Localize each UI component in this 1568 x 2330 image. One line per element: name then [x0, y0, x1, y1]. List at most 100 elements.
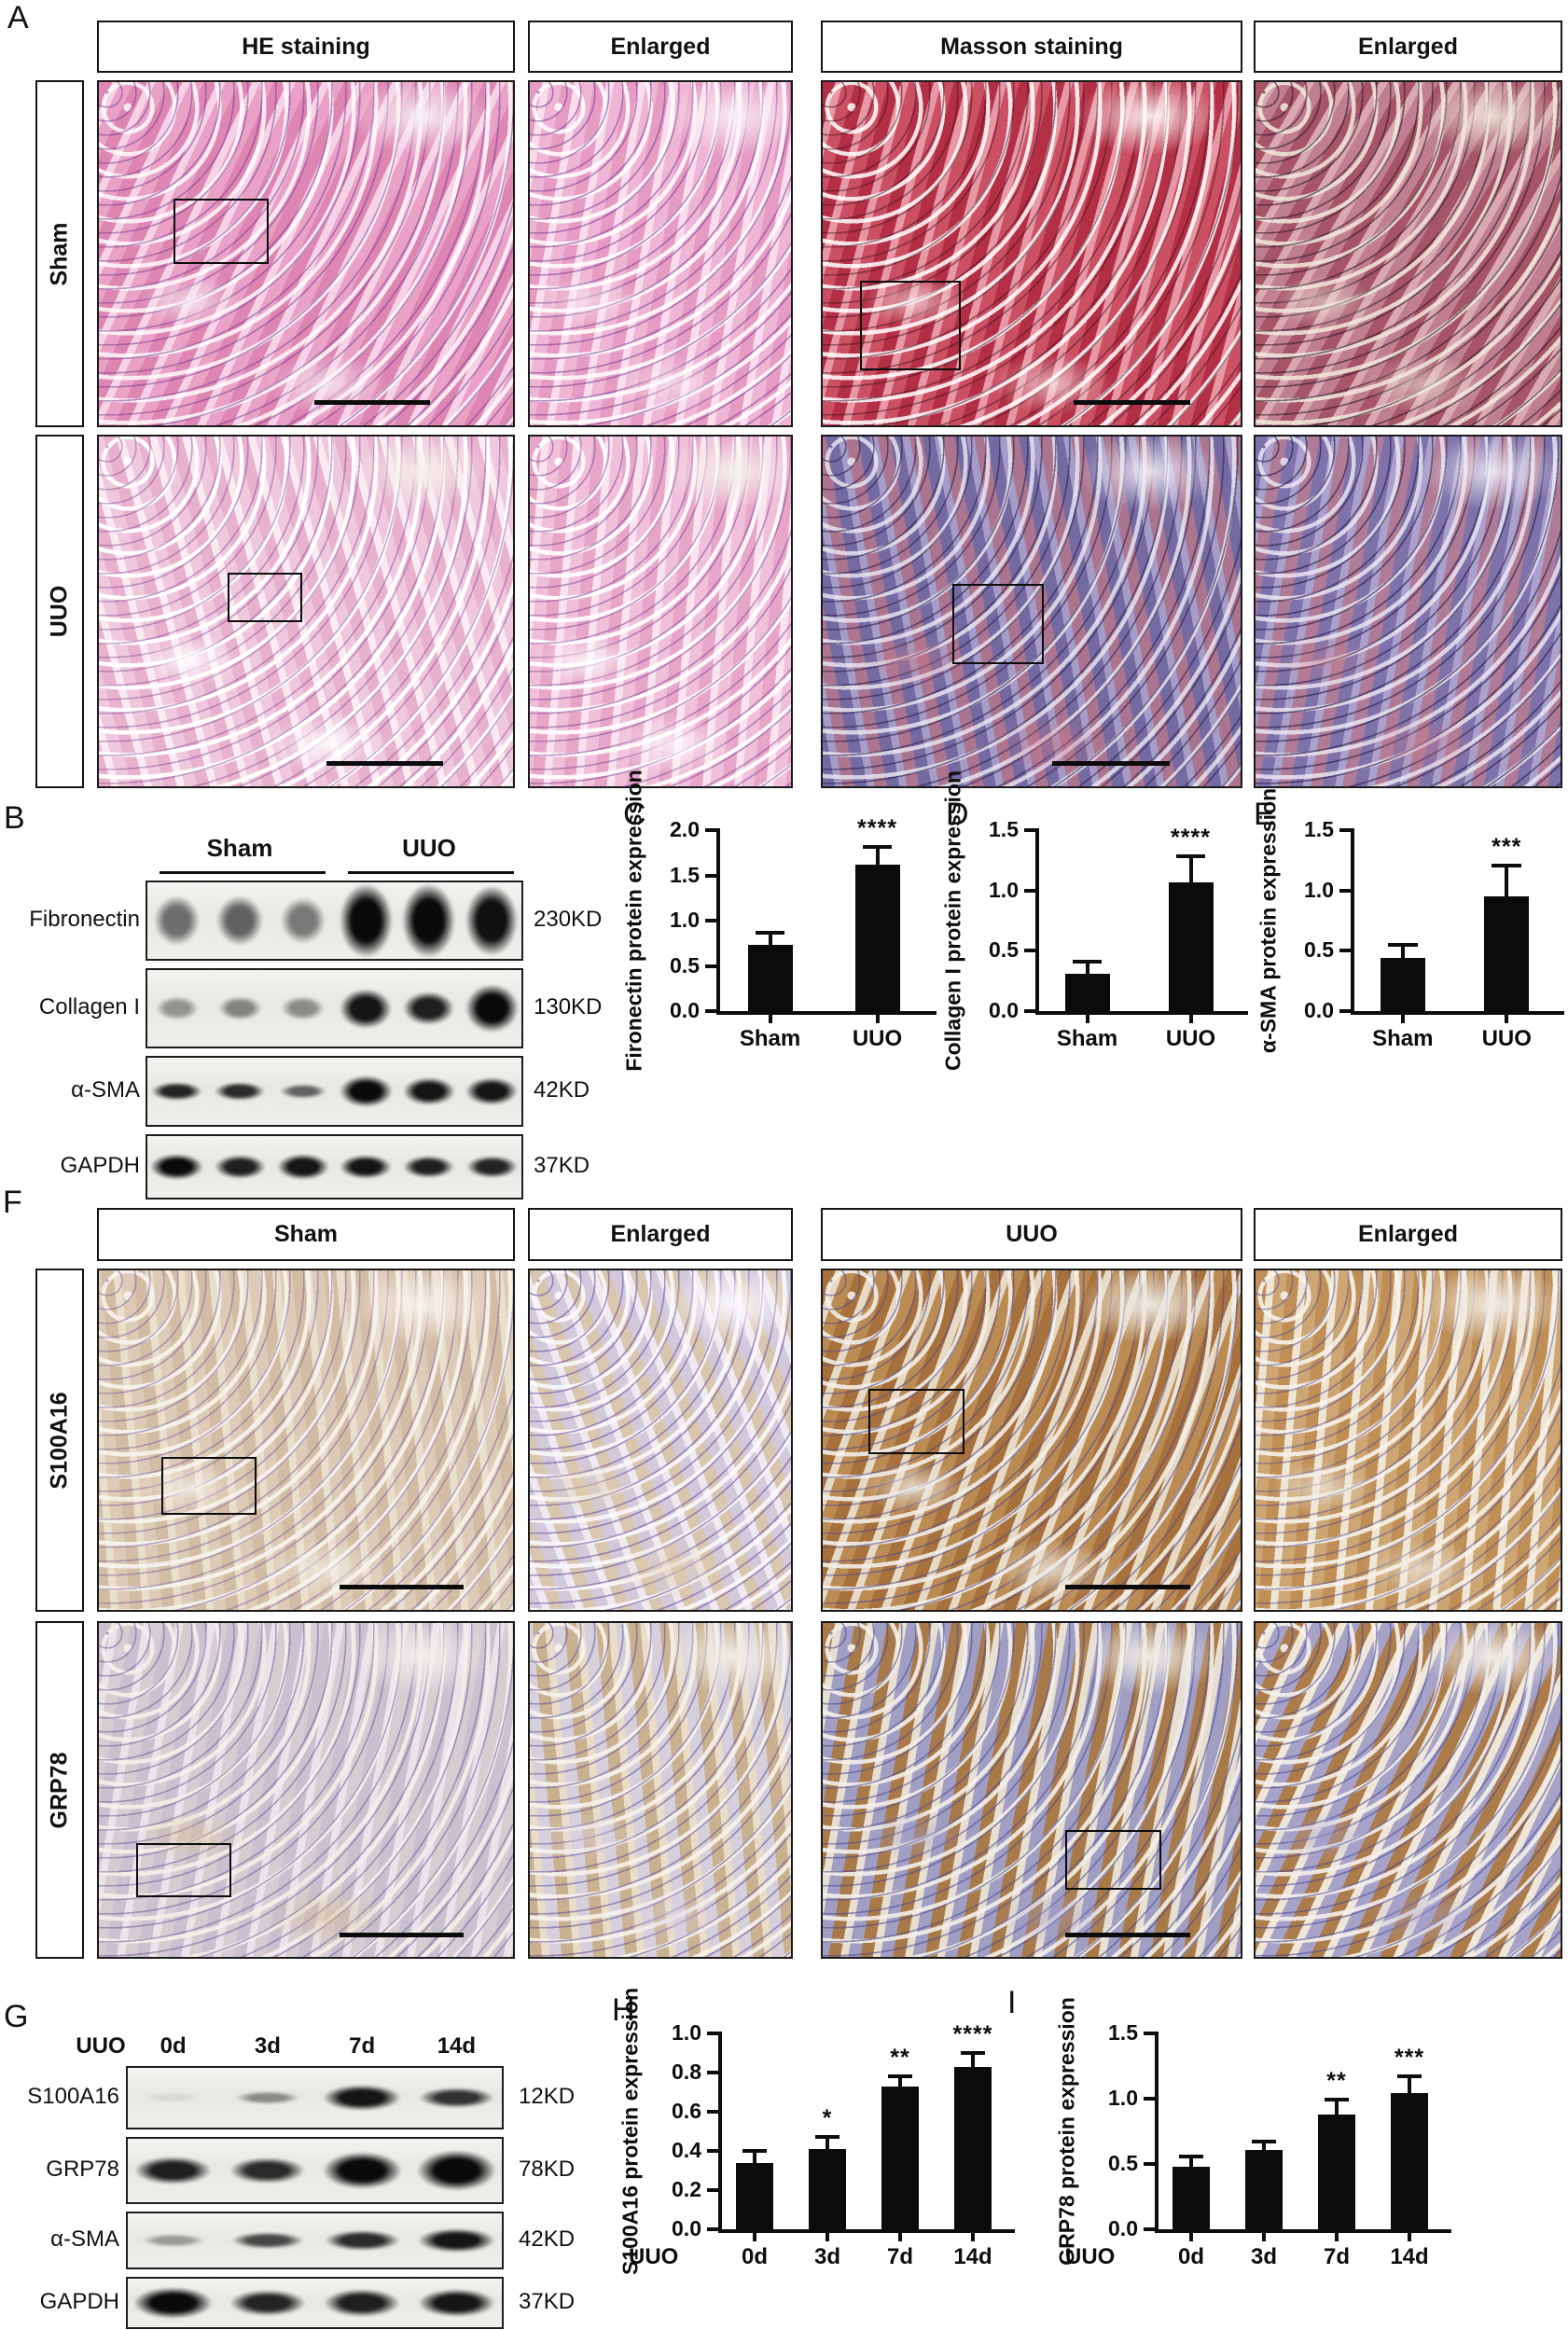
panel-b-mw-label: 230KD — [534, 907, 603, 932]
panel-label-i: I — [1007, 1985, 1017, 2020]
x-category-label: Sham — [739, 1026, 801, 1051]
x-axis — [718, 2229, 1015, 2233]
panel-g-mw-label: 42KD — [519, 2226, 576, 2252]
panel-label-d: D — [946, 797, 969, 832]
bar-7d — [881, 2086, 919, 2229]
y-tick — [1339, 1009, 1351, 1013]
y-tick — [707, 2227, 718, 2231]
scale-bar — [339, 1585, 464, 1590]
panel-a-row-label: Sham — [35, 80, 84, 427]
y-tick-label: 0.2 — [672, 2177, 701, 2201]
panel-b-wb-band — [403, 991, 455, 1026]
x-category-label: 7d — [886, 2244, 913, 2269]
panel-g-wb-band — [416, 2150, 496, 2191]
panel-b-wb-band — [339, 883, 393, 958]
x-category-label: UUO — [1481, 1026, 1532, 1051]
y-tick — [707, 2032, 718, 2035]
scale-bar — [313, 399, 431, 405]
scale-bar — [1064, 1932, 1191, 1937]
y-axis-label: GRP78 protein expression — [1054, 1997, 1079, 2266]
y-axis — [1035, 828, 1039, 1014]
y-tick-label: 0.6 — [672, 2099, 701, 2123]
tissue-image-s100a16-uuo-enlarged — [1254, 1269, 1562, 1612]
tissue-image-grp78-uuo — [821, 1621, 1242, 1959]
roi-box — [173, 199, 270, 265]
y-tick — [1144, 2227, 1155, 2231]
x-category-label: 14d — [1390, 2244, 1429, 2269]
panel-g-protein-label: α-SMA — [50, 2226, 119, 2252]
panel-label-g: G — [4, 1999, 29, 2034]
panel-g-wb-band — [229, 2157, 306, 2184]
chart-fironectin: 0.0 0.5 1.0 1.5 2.0 Fironectin protein expres… — [616, 770, 940, 1072]
error-bar — [898, 2076, 902, 2094]
x-axis — [1351, 1011, 1564, 1015]
chart-s100a16: 0.0 0.2 0.4 0.6 0.8 1.0 S100A16 protein expres… — [612, 1988, 1019, 2287]
x-tick — [898, 2233, 902, 2241]
panel-g-wb-band — [322, 2152, 402, 2189]
panel-b-mw-label: 42KD — [534, 1077, 590, 1103]
tissue-image-he-sham-enlarged — [528, 80, 793, 427]
panel-b-protein-label: Fibronectin — [29, 907, 140, 932]
x-axis — [1155, 2229, 1451, 2233]
panel-label-h: H — [612, 1992, 635, 2028]
bar-Sham — [1380, 958, 1425, 1011]
bar-3d — [1245, 2149, 1283, 2229]
roi-box — [160, 1457, 257, 1516]
y-tick-label: 0.5 — [1108, 2151, 1138, 2175]
error-bar — [1335, 2100, 1339, 2122]
panel-g-wb-band — [134, 2156, 212, 2185]
x-tick — [1262, 2233, 1266, 2241]
y-tick-label: 0.8 — [672, 2060, 701, 2084]
y-tick — [1024, 949, 1035, 953]
bar-UUO — [854, 864, 900, 1011]
panel-b-wb-band — [340, 1155, 393, 1179]
chart-grp78: 0.0 0.5 1.0 1.5 GRP78 protein expression 0d 3d… — [1048, 1996, 1455, 2287]
chart-a-sma: 0.0 0.5 1.0 1.5 α-SMA protein expression Sham… — [1250, 788, 1568, 1056]
error-cap — [960, 2051, 986, 2055]
panel-label-b: B — [4, 800, 25, 836]
y-axis-label: Fironectin protein expression — [621, 770, 646, 1072]
panel-g-blot-box — [126, 2066, 504, 2129]
panel-a-col-header: Enlarged — [1254, 21, 1562, 73]
roi-box — [860, 281, 961, 371]
panel-g-wb-band — [229, 2290, 306, 2316]
tissue-image-grp78-sham-enlarged — [528, 1621, 793, 1959]
error-cap — [814, 2135, 840, 2140]
x-category-label: 7d — [1323, 2244, 1350, 2269]
x-category-label: UUO — [1165, 1026, 1216, 1051]
y-axis-label: S100A16 protein expression — [617, 1987, 643, 2276]
y-tick-label: 0.5 — [670, 952, 700, 978]
panel-a-col-header: Enlarged — [528, 21, 793, 73]
bar-0d — [1173, 2166, 1210, 2229]
panel-g-lane-prefix: UUO — [76, 2033, 126, 2059]
y-tick-label: 1.0 — [670, 908, 700, 932]
panel-b-wb-band — [279, 1084, 326, 1099]
panel-b-wb-band — [280, 897, 326, 944]
x-tick — [1189, 2233, 1193, 2241]
x-category-label: 3d — [1250, 2244, 1277, 2269]
panel-g-lane-label: 7d — [349, 2033, 376, 2059]
tissue-image-masson-sham — [821, 80, 1242, 427]
y-tick-label: 1.0 — [1304, 877, 1334, 902]
x-tick — [1400, 1015, 1405, 1023]
panel-b-wb-band — [214, 1155, 266, 1179]
y-axis — [718, 2032, 722, 2232]
x-tick — [768, 1015, 772, 1023]
error-cap — [1072, 959, 1103, 964]
y-tick — [1144, 2097, 1155, 2101]
error-cap — [1175, 854, 1206, 859]
bar-7d — [1318, 2114, 1355, 2229]
error-cap — [1396, 2074, 1422, 2079]
y-tick — [707, 2071, 718, 2074]
roi-box — [868, 1389, 965, 1454]
panel-g-wb-band — [324, 2230, 400, 2251]
significance: ** — [890, 2045, 910, 2072]
x-tick — [1085, 1015, 1089, 1023]
y-tick — [1339, 888, 1351, 893]
panel-b-wb-band — [151, 1082, 203, 1101]
panel-b-group-underline — [348, 871, 514, 874]
tissue-image-masson-uuo-enlarged — [1254, 435, 1562, 788]
panel-a-row-label: UUO — [35, 435, 84, 788]
tissue-image-s100a16-sham-enlarged — [528, 1269, 793, 1612]
